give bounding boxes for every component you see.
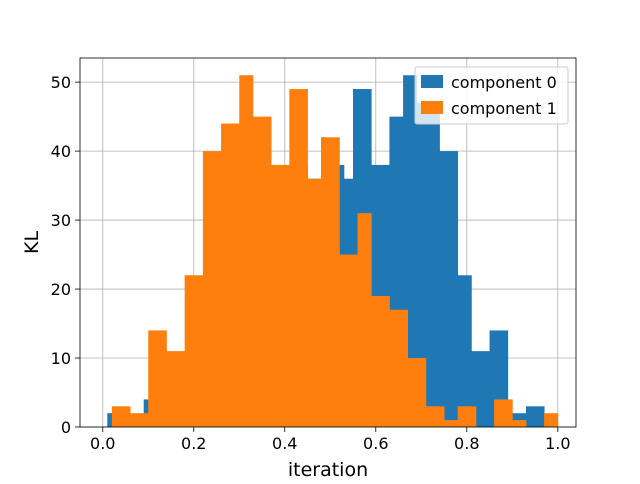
bars <box>107 75 559 428</box>
bar-component-1 <box>425 406 445 427</box>
x-tick-label: 1.0 <box>545 434 570 453</box>
bar-component-1 <box>252 116 272 428</box>
bar-component-0 <box>416 102 440 427</box>
bar-component-1 <box>494 399 513 427</box>
y-tick-label: 10 <box>51 349 71 368</box>
bar-component-1 <box>221 123 240 427</box>
x-tick-label: 0.4 <box>272 434 297 453</box>
x-tick-label: 0.8 <box>454 434 479 453</box>
y-tick-label: 50 <box>51 73 71 92</box>
tick-marks: 0.0 0.2 0.4 0.6 0.8 1.0 0 10 20 30 40 50 <box>51 73 571 453</box>
bar-component-1 <box>407 358 427 427</box>
x-tick-label: 0.2 <box>181 434 206 453</box>
legend-label-component-1: component 1 <box>451 99 557 118</box>
bar-component-1 <box>321 137 340 428</box>
bar-component-1 <box>389 309 409 427</box>
x-tick-label: 0.0 <box>90 434 115 453</box>
bar-component-0 <box>525 406 545 427</box>
legend-swatch-component-1 <box>421 101 443 114</box>
bar-component-1 <box>457 406 477 427</box>
bar-component-1 <box>166 351 186 427</box>
bar-component-1 <box>184 275 204 427</box>
bar-component-0 <box>457 275 472 427</box>
x-tick-label: 0.6 <box>363 434 388 453</box>
legend-label-component-0: component 0 <box>451 73 557 92</box>
bar-component-1 <box>512 420 527 427</box>
plot-frame <box>79 57 577 428</box>
bar-component-1 <box>371 295 390 427</box>
legend: component 0 component 1 <box>414 66 569 125</box>
bar-component-1 <box>202 151 222 427</box>
bar-component-1 <box>148 330 167 427</box>
y-tick-label: 20 <box>51 280 71 299</box>
y-tick-label: 30 <box>51 211 71 230</box>
bar-component-1 <box>444 420 459 427</box>
y-axis-label: KL <box>21 231 43 254</box>
bar-component-1 <box>239 75 254 428</box>
bar-component-1 <box>544 413 559 427</box>
legend-swatch-component-0 <box>421 75 443 88</box>
bar-component-0 <box>439 151 459 427</box>
bar-component-1 <box>111 406 131 427</box>
y-tick-label: 0 <box>61 418 71 437</box>
bar-component-1 <box>289 89 308 427</box>
legend-frame <box>414 66 569 125</box>
bar-component-1 <box>339 254 358 427</box>
bar-component-1 <box>357 213 372 427</box>
x-axis-label: iteration <box>288 459 368 480</box>
y-tick-label: 40 <box>51 142 71 161</box>
bar-component-1 <box>130 413 149 427</box>
bar-component-1 <box>307 178 322 427</box>
bar-component-1 <box>271 164 290 427</box>
